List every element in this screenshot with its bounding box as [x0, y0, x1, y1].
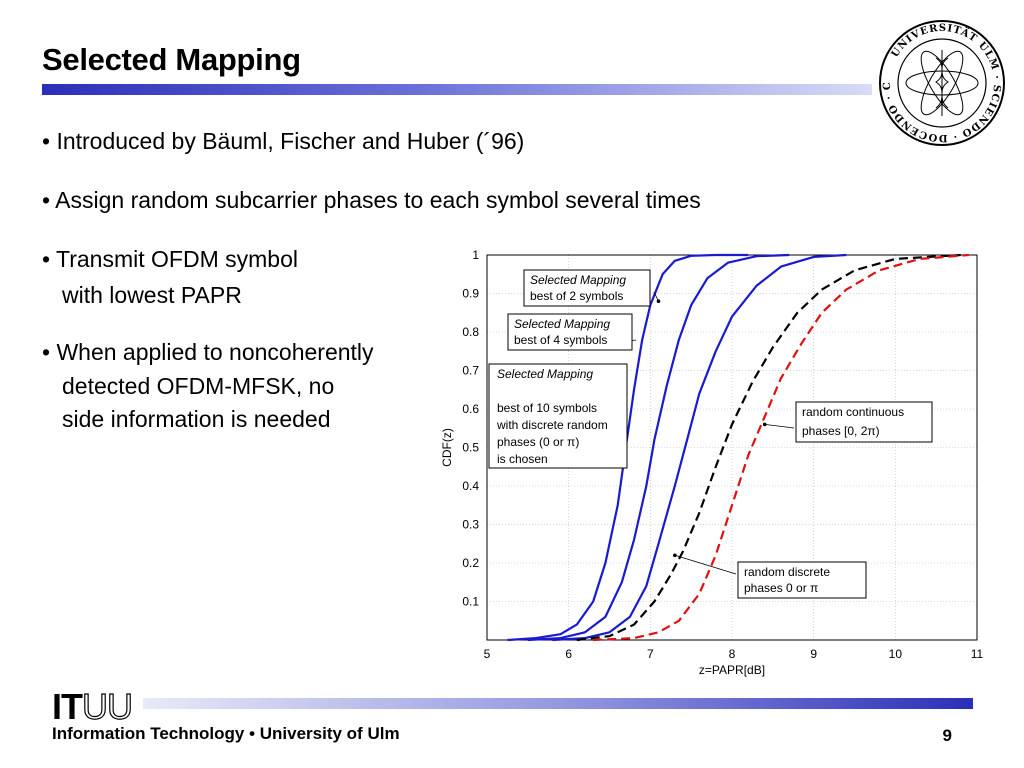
y-tick-label: 1 — [472, 248, 479, 262]
itu-logo: ITUU — [52, 685, 134, 728]
annotation-text: Selected Mapping — [530, 273, 626, 287]
series-line-2 — [527, 253, 790, 642]
x-tick-label: 5 — [484, 647, 491, 661]
title-underline-bar — [42, 84, 872, 95]
annotation-text: with discrete random — [496, 418, 608, 432]
series-line-4 — [576, 253, 961, 642]
annotation-arrow — [764, 424, 795, 429]
y-tick-label: 0.6 — [462, 402, 479, 416]
annotation-box — [737, 561, 867, 599]
annotation-arrow — [674, 554, 737, 575]
bullet-2: • Assign random subcarrier phases to eac… — [42, 187, 701, 213]
x-tick-label: 11 — [971, 647, 984, 661]
series-line-5 — [593, 253, 969, 642]
annotation-text: phases 0 or π — [744, 581, 818, 595]
y-tick-label: 0.7 — [462, 364, 479, 378]
x-tick-label: 9 — [810, 647, 817, 661]
annotation-arrow-head — [762, 422, 767, 427]
annotation-text: phases [0, 2π) — [802, 424, 880, 438]
x-tick-label: 10 — [889, 647, 903, 661]
slide-title: Selected Mapping — [42, 42, 301, 77]
annotation-text: best of 2 symbols — [530, 289, 623, 303]
annotation-text: Selected Mapping — [497, 367, 593, 381]
annotation-text: best of 4 symbols — [514, 333, 607, 347]
x-tick-label: 6 — [565, 647, 572, 661]
y-tick-label: 0.3 — [462, 518, 479, 532]
series-line-3 — [552, 253, 847, 642]
x-axis-label: z=PAPR[dB] — [699, 663, 765, 677]
papr-cdf-chart: 5 6 7 8 9 10 11 0.1 0.2 0.3 0.4 0.5 0.6 0.7 0.8 0.9 1 z=P… — [440, 248, 984, 677]
annotation-text: best of 10 symbols — [497, 401, 597, 415]
series-line-1 — [507, 253, 749, 642]
bullet-4-line-2: detected OFDM-MFSK, no — [62, 373, 335, 399]
y-tick-label: 0.9 — [462, 287, 479, 301]
annotation-box — [795, 401, 933, 443]
university-seal-logo: UNIVERSITÄT ULM · SCIENDO · DOCENDO · CU… — [872, 18, 1005, 146]
footer-bar — [143, 698, 973, 709]
y-tick-label: 0.5 — [462, 441, 479, 455]
logo-uu: UU — [81, 685, 133, 727]
annotation-box — [523, 269, 651, 307]
annotation-box — [507, 313, 633, 351]
annotation-arrow-head — [673, 553, 677, 558]
x-tick-label: 8 — [729, 647, 736, 661]
bullet-4-line-3: side information is needed — [62, 406, 331, 432]
annotation-text: is chosen — [497, 452, 548, 466]
footer-text: Information Technology • University of U… — [52, 724, 400, 743]
annotation-text: random discrete — [744, 565, 830, 579]
y-tick-label: 0.1 — [462, 595, 479, 609]
y-axis-label: CDF(z) — [440, 428, 454, 467]
page-number: 9 — [942, 726, 952, 745]
y-tick-label: 0.2 — [462, 556, 479, 570]
y-tick-label: 0.4 — [462, 479, 479, 493]
y-tick-label: 0.8 — [462, 325, 479, 339]
x-tick-label: 7 — [647, 647, 654, 661]
bullet-1: • Introduced by Bäuml, Fischer and Huber… — [42, 128, 525, 154]
annotation-text: phases (0 or π) — [497, 435, 579, 449]
annotation-text: Selected Mapping — [514, 317, 610, 331]
bullet-3-continuation: with lowest PAPR — [62, 282, 242, 308]
annotation-box — [488, 363, 628, 469]
bullet-4: • When applied to noncoherently — [42, 339, 374, 365]
logo-it: IT — [52, 686, 83, 727]
bullet-3: • Transmit OFDM symbol — [42, 246, 298, 272]
annotation-text: random continuous — [802, 405, 904, 419]
annotation-arrow-head — [656, 299, 661, 303]
